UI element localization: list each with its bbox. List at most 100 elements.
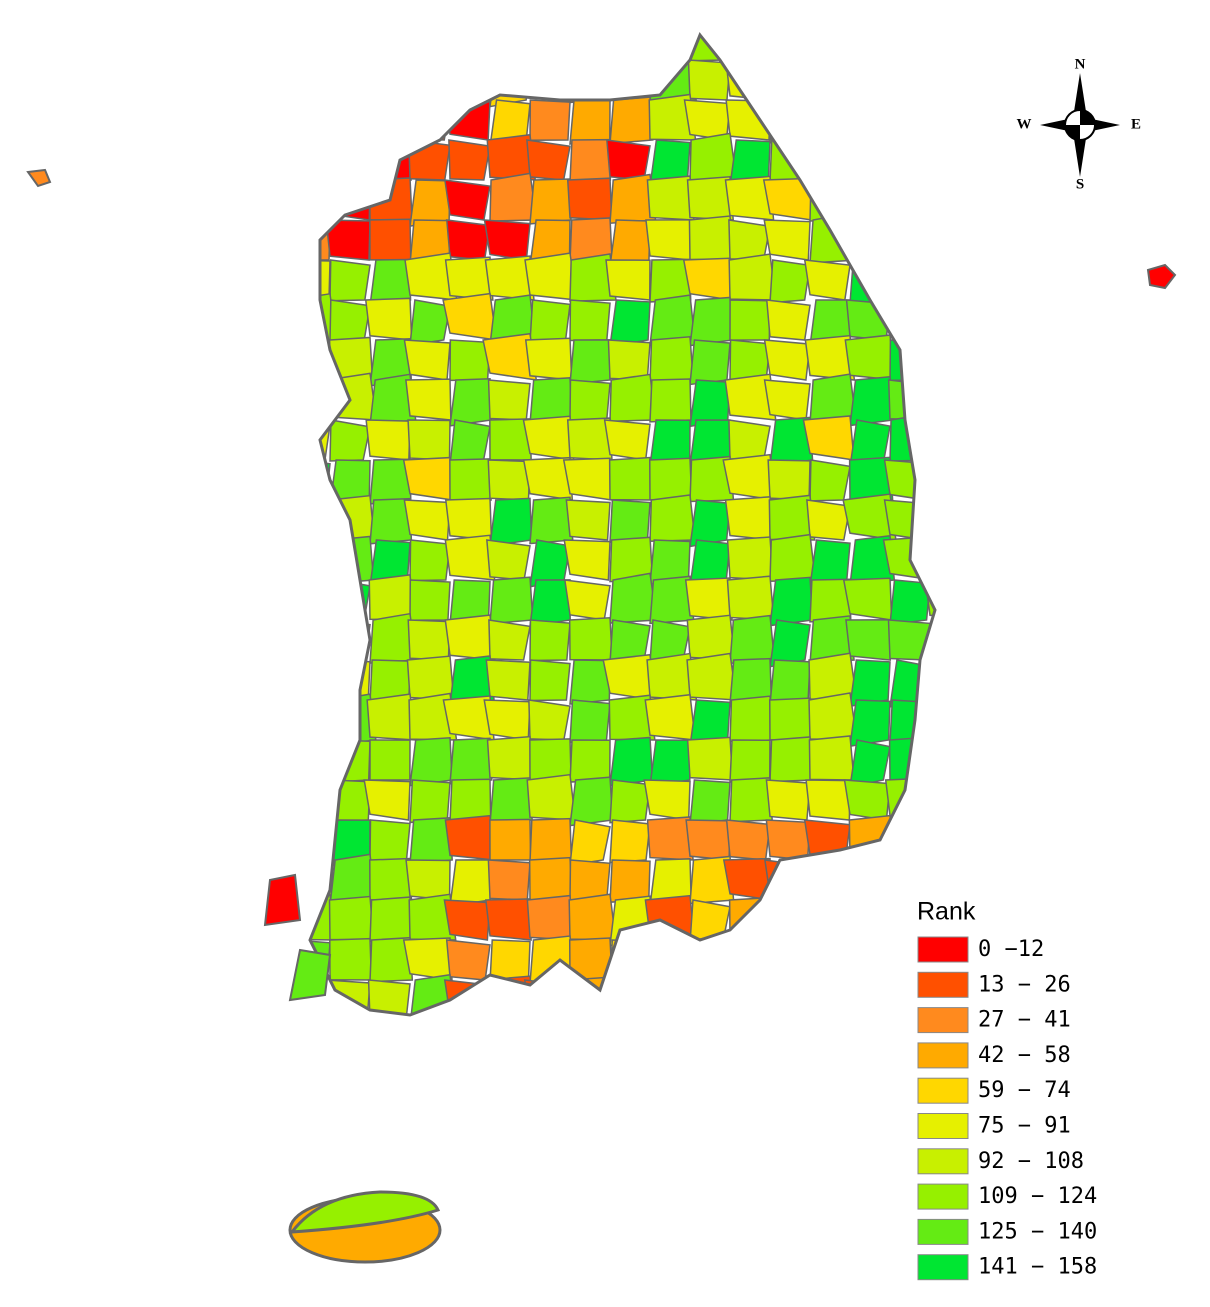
region [762,896,814,941]
region [809,979,851,1015]
region [883,499,931,541]
region [402,57,453,101]
region [848,852,898,901]
region [529,178,572,225]
region [530,1020,570,1065]
region [927,99,935,141]
region [808,59,851,101]
region [887,35,931,61]
region [569,379,611,422]
region [887,379,931,421]
region [803,259,851,301]
region [924,457,935,501]
region [769,52,818,106]
region [526,139,571,181]
region [409,299,451,346]
region [526,773,577,821]
region [769,659,811,706]
region [808,735,855,781]
region [769,736,814,783]
region [489,497,533,547]
region [489,777,533,825]
region [767,459,811,501]
region [685,819,731,861]
region [368,1017,413,1060]
region [729,739,771,783]
region [310,56,334,101]
region [649,378,692,423]
region [442,292,498,341]
region [329,35,378,62]
region [483,219,531,261]
region [310,292,338,342]
region [410,1019,451,1066]
region [649,335,695,383]
region [329,299,371,342]
region [485,659,531,701]
legend-title: Rank [917,898,976,926]
region [809,934,856,983]
region [689,499,731,548]
region [848,35,891,61]
region [565,499,611,541]
region [605,259,651,301]
legend-label: 92 − 108 [978,1149,1084,1174]
region [608,456,654,501]
region [484,1017,534,1060]
region [842,577,893,621]
region [525,35,571,61]
region [444,814,496,861]
region [805,779,851,821]
region [369,896,414,943]
region [405,378,452,421]
region [487,459,531,501]
region [689,932,738,986]
region [310,739,331,781]
region [606,53,657,101]
region [609,219,651,268]
region [768,494,816,541]
region [326,372,378,421]
region [325,619,371,661]
region [609,859,651,903]
region [324,136,374,181]
region [645,218,692,261]
region [562,457,613,501]
region [809,139,851,181]
region [369,739,411,781]
compass-south: S [1076,176,1084,192]
region [486,539,531,581]
region [808,95,855,141]
region [369,218,412,261]
region [845,618,892,661]
region [684,577,733,621]
region [288,1018,332,1060]
region [928,296,935,341]
region [924,138,935,181]
region [409,579,451,622]
region [849,375,895,427]
region [849,175,895,227]
region [563,539,611,581]
region [804,334,856,381]
region [528,699,571,741]
region [803,899,851,941]
region [444,614,496,661]
region [449,378,492,427]
legend-swatch [917,971,969,998]
region [929,859,935,904]
region [524,252,578,301]
region [928,415,935,461]
region [489,576,534,625]
region [809,859,851,904]
region [310,459,331,508]
region [929,772,935,824]
region [765,779,811,821]
compass-east: E [1131,116,1141,132]
region [486,735,535,781]
region [922,336,935,381]
region [310,816,334,861]
region [369,58,412,101]
legend-swatch [917,1077,969,1104]
region [524,337,573,381]
